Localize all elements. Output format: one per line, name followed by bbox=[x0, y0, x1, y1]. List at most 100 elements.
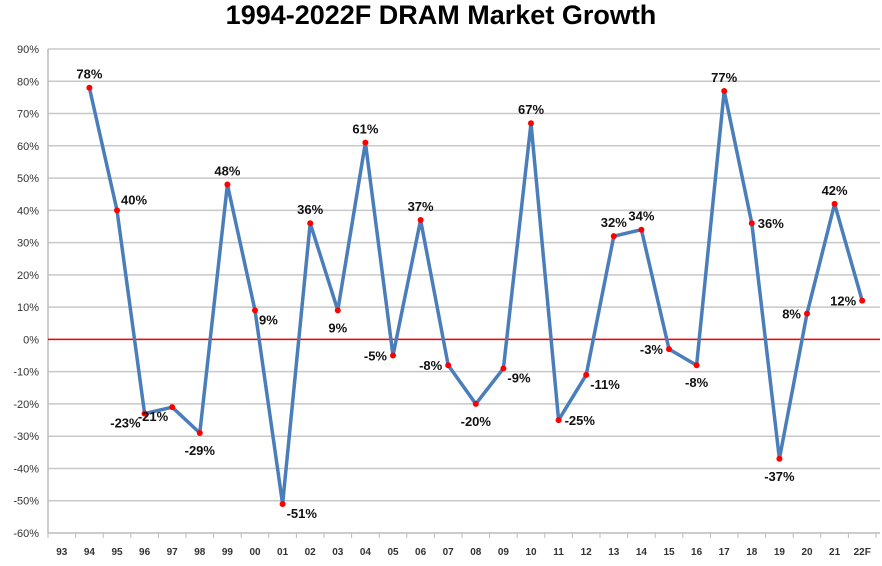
data-point bbox=[804, 310, 810, 317]
data-label: 78% bbox=[76, 67, 102, 82]
data-label: -37% bbox=[764, 469, 795, 484]
data-label: -20% bbox=[461, 414, 492, 429]
y-tick-label: -10% bbox=[13, 367, 39, 379]
y-tick-label: 10% bbox=[17, 302, 39, 314]
y-tick-label: -30% bbox=[13, 431, 39, 443]
data-point bbox=[583, 371, 590, 378]
data-point bbox=[666, 346, 672, 353]
x-tick-label: 10 bbox=[525, 547, 537, 558]
x-tick-label: 02 bbox=[305, 547, 317, 558]
x-tick-label: 06 bbox=[415, 547, 427, 558]
x-tick-label: 05 bbox=[387, 547, 399, 558]
x-tick-label: 16 bbox=[691, 547, 703, 558]
x-tick-label: 00 bbox=[249, 547, 261, 558]
x-tick-label: 13 bbox=[608, 547, 620, 558]
data-point bbox=[169, 404, 176, 411]
data-point bbox=[334, 307, 341, 314]
data-point bbox=[693, 362, 700, 369]
data-point bbox=[86, 84, 93, 91]
x-tick-label: 96 bbox=[139, 547, 151, 558]
data-point bbox=[417, 217, 424, 224]
data-label: 9% bbox=[328, 320, 347, 335]
x-tick-label: 04 bbox=[360, 547, 372, 558]
data-point bbox=[776, 455, 783, 462]
x-tick-label: 19 bbox=[774, 547, 786, 558]
data-point bbox=[279, 500, 286, 507]
data-label: -23% bbox=[110, 416, 141, 431]
y-tick-label: 50% bbox=[17, 173, 39, 185]
data-point bbox=[445, 362, 452, 369]
x-tick-label: 09 bbox=[498, 547, 510, 558]
data-point bbox=[362, 139, 369, 146]
y-tick-label: 0% bbox=[23, 334, 39, 346]
data-label: -29% bbox=[185, 443, 216, 458]
data-point bbox=[252, 307, 258, 314]
y-tick-label: 40% bbox=[17, 205, 39, 217]
x-tick-label: 95 bbox=[111, 547, 123, 558]
y-tick-label: -50% bbox=[13, 496, 39, 508]
x-tick-label: 14 bbox=[636, 547, 648, 558]
data-label: 9% bbox=[259, 312, 278, 327]
y-tick-label: -40% bbox=[13, 463, 39, 475]
chart-title: 1994-2022F DRAM Market Growth bbox=[225, 0, 657, 30]
y-tick-label: 60% bbox=[17, 141, 39, 153]
data-point bbox=[859, 297, 866, 304]
x-tick-label: 15 bbox=[663, 547, 675, 558]
x-tick-label: 11 bbox=[553, 547, 564, 558]
data-point bbox=[390, 352, 396, 359]
data-label: -21% bbox=[138, 409, 169, 424]
data-label: 77% bbox=[711, 70, 737, 85]
x-tick-label: 99 bbox=[222, 547, 234, 558]
y-tick-label: -60% bbox=[13, 528, 39, 540]
x-tick-label: 21 bbox=[829, 547, 841, 558]
y-tick-label: 80% bbox=[17, 76, 39, 88]
data-point bbox=[721, 87, 728, 94]
x-tick-label: 01 bbox=[277, 547, 289, 558]
data-label: 12% bbox=[830, 294, 856, 309]
data-label: -5% bbox=[364, 349, 388, 364]
series-line bbox=[87, 87, 864, 506]
data-point bbox=[638, 226, 645, 233]
data-point bbox=[528, 120, 534, 127]
data-point bbox=[610, 233, 617, 240]
x-tick-label: 94 bbox=[84, 547, 96, 558]
data-label: -8% bbox=[685, 375, 709, 390]
data-point bbox=[748, 220, 755, 227]
data-point bbox=[555, 417, 562, 424]
data-point bbox=[307, 220, 314, 227]
data-label: 48% bbox=[214, 164, 240, 179]
y-tick-label: 70% bbox=[17, 109, 39, 121]
data-point bbox=[224, 181, 231, 188]
x-tick-label: 07 bbox=[443, 547, 455, 558]
data-point bbox=[472, 400, 479, 407]
x-tick-label: 08 bbox=[470, 547, 482, 558]
data-point bbox=[831, 200, 838, 207]
data-label: -11% bbox=[590, 377, 620, 392]
x-tick-label: 97 bbox=[167, 547, 179, 558]
data-label: 61% bbox=[352, 122, 378, 137]
y-tick-label: -20% bbox=[13, 399, 39, 411]
data-label: -9% bbox=[507, 370, 531, 385]
data-label: 8% bbox=[782, 307, 801, 322]
y-tick-label: 20% bbox=[17, 270, 39, 282]
data-point bbox=[114, 207, 120, 214]
data-label: 40% bbox=[121, 192, 147, 207]
x-tick-label: 17 bbox=[719, 547, 731, 558]
x-tick-label: 22F bbox=[854, 547, 871, 558]
data-label: -8% bbox=[419, 358, 443, 373]
x-tick-label: 98 bbox=[194, 547, 206, 558]
data-label: 42% bbox=[822, 183, 848, 198]
y-tick-label: 90% bbox=[17, 44, 39, 56]
data-label: 36% bbox=[758, 216, 784, 231]
data-label: 32% bbox=[601, 215, 627, 230]
y-tick-label: 30% bbox=[17, 238, 39, 250]
x-tick-label: 12 bbox=[581, 547, 593, 558]
data-label: 36% bbox=[297, 202, 323, 217]
data-label: 34% bbox=[628, 209, 654, 224]
data-point bbox=[500, 365, 507, 372]
data-point bbox=[141, 410, 148, 417]
data-point bbox=[196, 429, 203, 436]
x-tick-label: 20 bbox=[801, 547, 813, 558]
